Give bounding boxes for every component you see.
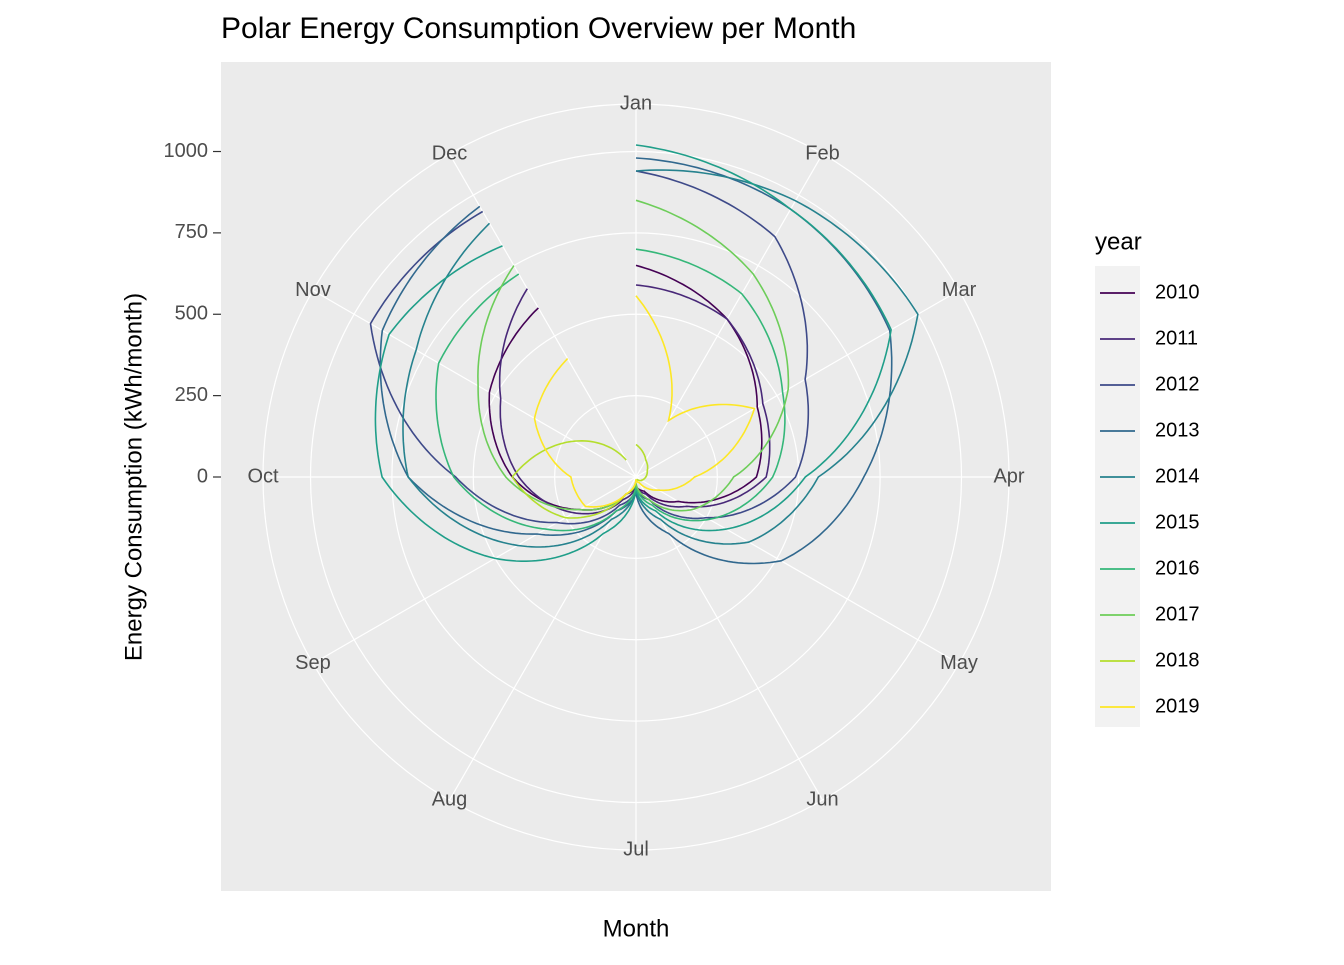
x-tick-label: Dec (432, 142, 468, 164)
legend-label: 2016 (1155, 557, 1200, 579)
spoke (635, 289, 960, 478)
y-tick-label: 250 (175, 384, 208, 406)
x-tick-label: Apr (993, 465, 1024, 487)
x-tick-label: Jul (623, 838, 649, 860)
x-tick-label: Feb (805, 142, 839, 164)
x-tick-label: Nov (295, 279, 331, 301)
legend-label: 2018 (1155, 649, 1200, 671)
legend-label: 2017 (1155, 603, 1200, 625)
legend-label: 2015 (1155, 511, 1200, 533)
legend-box (1095, 266, 1140, 727)
x-tick-label: Mar (942, 279, 977, 301)
spoke (312, 289, 637, 478)
spoke (448, 153, 637, 478)
legend-label: 2012 (1155, 373, 1200, 395)
y-tick-label: 1000 (164, 140, 209, 162)
x-tick-label: Sep (295, 652, 331, 674)
series-line (435, 248, 786, 532)
series-line (374, 144, 892, 562)
x-tick-label: Jan (620, 92, 652, 114)
spoke (635, 476, 824, 801)
legend-title: year (1095, 228, 1142, 255)
legend-label: 2014 (1155, 465, 1200, 487)
y-tick-label: 500 (175, 303, 208, 325)
series-line (477, 199, 790, 512)
legend-label: 2010 (1155, 281, 1200, 303)
spoke (312, 476, 637, 665)
series-line (488, 264, 763, 511)
series-line (379, 157, 893, 565)
series-line (402, 169, 919, 548)
y-axis-title: Energy Consumption (kWh/month) (120, 293, 147, 661)
spoke (635, 153, 824, 478)
series-line (533, 295, 756, 508)
y-tick-label: 750 (175, 221, 208, 243)
x-tick-label: Aug (432, 788, 468, 810)
y-tick-label: 0 (197, 465, 208, 487)
spoke (635, 476, 960, 665)
chart-title: Polar Energy Consumption Overview per Mo… (221, 12, 856, 45)
legend-label: 2011 (1155, 327, 1198, 349)
x-tick-label: Oct (247, 465, 279, 487)
legend-label: 2019 (1155, 695, 1200, 717)
x-tick-label: May (940, 652, 978, 674)
x-axis-title: Month (603, 915, 670, 942)
spoke (448, 476, 637, 801)
legend-label: 2013 (1155, 419, 1200, 441)
x-tick-label: Jun (806, 788, 838, 810)
